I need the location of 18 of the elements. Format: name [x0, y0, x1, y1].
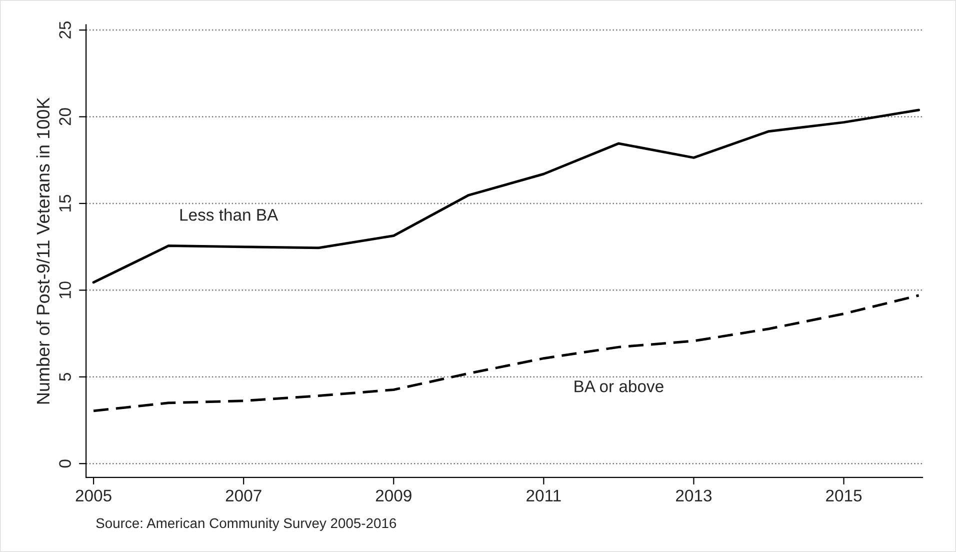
y-tick-label: 5: [59, 372, 71, 381]
x-tick-label: 2013: [676, 490, 712, 502]
x-tick-label: 2015: [826, 490, 862, 502]
y-tick-label: 25: [59, 21, 71, 38]
y-tick-label: 10: [59, 282, 71, 298]
x-tick-label: 2005: [76, 490, 112, 502]
x-tick-label: 2009: [376, 490, 412, 502]
source-note: Source: American Community Survey 2005-2016: [96, 518, 396, 531]
line-series: [92, 294, 920, 412]
y-tick-label: 20: [59, 108, 71, 126]
x-tick-label: 2011: [526, 490, 561, 502]
series-label: Less than BA: [180, 208, 278, 221]
series-label: BA or above: [574, 380, 664, 392]
y-tick-label: 0: [59, 460, 71, 468]
line-series: [92, 108, 920, 284]
y-tick-label: 15: [59, 194, 71, 212]
x-tick-label: 2007: [226, 490, 262, 502]
y-axis-title: Number of Post-9/11 Veterans in 100K: [36, 97, 50, 404]
